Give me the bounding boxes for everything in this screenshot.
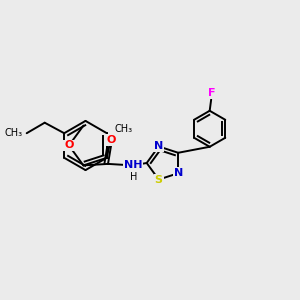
Text: CH₃: CH₃ — [5, 128, 23, 138]
Text: O: O — [64, 140, 74, 151]
Text: NH: NH — [124, 160, 142, 170]
Text: H: H — [130, 172, 137, 182]
Text: N: N — [154, 142, 164, 152]
Text: CH₃: CH₃ — [115, 124, 133, 134]
Text: S: S — [155, 175, 163, 184]
Text: N: N — [174, 168, 183, 178]
Text: F: F — [208, 88, 216, 98]
Text: O: O — [107, 135, 116, 145]
